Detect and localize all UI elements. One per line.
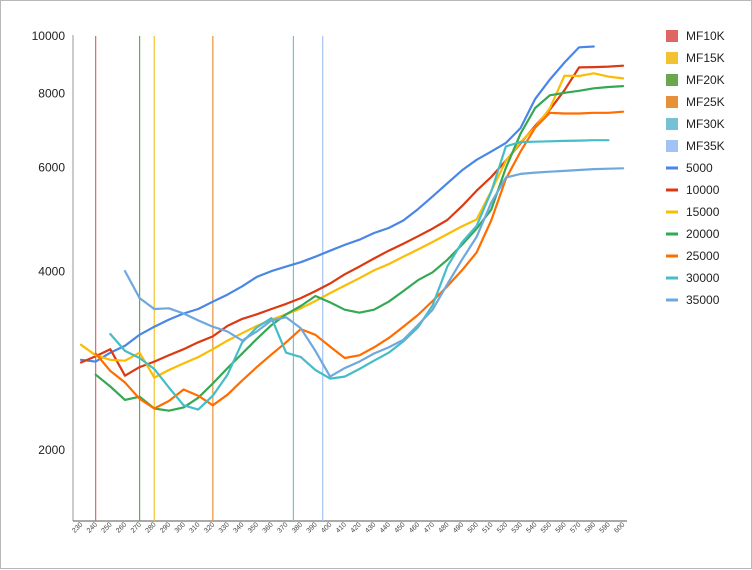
x-tick-label: 290 xyxy=(159,521,172,534)
x-tick-label: 530 xyxy=(511,521,524,534)
legend-swatch-mf10k xyxy=(666,30,678,42)
legend-label: 30000 xyxy=(686,271,720,285)
legend-label: 35000 xyxy=(686,293,720,307)
series-line-10000 xyxy=(79,64,625,377)
y-tick-label: 4000 xyxy=(38,265,65,279)
x-tick-label: 430 xyxy=(364,521,377,534)
legend-swatch-mf35k xyxy=(666,140,678,152)
legend-label: MF20K xyxy=(686,73,725,87)
legend: MF10K MF15K MF20K MF25K MF30K MF35K 5000 10000 1… xyxy=(666,29,725,307)
y-tick-label: 10000 xyxy=(32,29,66,43)
x-tick-label: 550 xyxy=(540,521,553,534)
x-tick-label: 480 xyxy=(437,521,450,534)
x-tick-label: 540 xyxy=(525,521,538,534)
legend-label: 15000 xyxy=(686,205,720,219)
x-tick-label: 360 xyxy=(262,521,275,534)
x-tick-label: 390 xyxy=(306,521,319,534)
x-tick-label: 320 xyxy=(203,521,216,534)
y-tick-labels: 10000 8000 6000 4000 2000 xyxy=(32,29,66,457)
x-tick-label: 570 xyxy=(569,521,582,534)
x-tick-label: 410 xyxy=(335,521,348,534)
x-tick-label: 440 xyxy=(379,521,392,534)
x-tick-label: 560 xyxy=(555,521,568,534)
vertical-marker-layer xyxy=(95,36,324,521)
x-tick-label: 330 xyxy=(218,521,231,534)
series-line-20000 xyxy=(94,85,625,412)
x-tick-label: 300 xyxy=(174,521,187,534)
legend-label: 25000 xyxy=(686,249,720,263)
y-tick-label: 8000 xyxy=(38,86,65,100)
x-tick-label: 350 xyxy=(247,521,260,534)
x-tick-label: 580 xyxy=(584,521,597,534)
x-tick-label: 280 xyxy=(144,521,157,534)
x-tick-label: 230 xyxy=(71,521,84,534)
legend-label: MF25K xyxy=(686,95,725,109)
legend-label: 5000 xyxy=(686,161,713,175)
x-tick-label: 450 xyxy=(394,521,407,534)
x-tick-label: 310 xyxy=(188,521,201,534)
x-tick-label: 370 xyxy=(276,521,289,534)
x-tick-label: 600 xyxy=(613,521,626,534)
y-tick-label: 6000 xyxy=(38,160,65,174)
x-tick-label: 460 xyxy=(408,521,421,534)
x-tick-label: 340 xyxy=(232,521,245,534)
legend-swatch-mf15k xyxy=(666,52,678,64)
x-tick-label: 520 xyxy=(496,521,509,534)
series-line-35000 xyxy=(123,167,625,378)
plot-area xyxy=(72,35,627,522)
legend-label: MF30K xyxy=(686,117,725,131)
x-tick-label: 270 xyxy=(130,521,143,534)
x-tick-label: 590 xyxy=(599,521,612,534)
x-tick-label: 420 xyxy=(350,521,363,534)
x-tick-label: 500 xyxy=(467,521,480,534)
x-tick-label: 490 xyxy=(452,521,465,534)
x-tick-label: 260 xyxy=(115,521,128,534)
series-line-25000 xyxy=(94,110,625,410)
legend-label: MF35K xyxy=(686,139,725,153)
x-tick-label: 380 xyxy=(291,521,304,534)
x-tick-label: 400 xyxy=(320,521,333,534)
legend-swatch-mf25k xyxy=(666,96,678,108)
series-line-30000 xyxy=(109,139,610,411)
x-tick-label: 240 xyxy=(86,521,99,534)
series-layer xyxy=(79,45,625,412)
legend-swatch-mf20k xyxy=(666,74,678,86)
x-tick-labels: 230 240 250 260 270 280 290 300 310 320 330 340 350 3… xyxy=(71,521,626,534)
legend-label: 20000 xyxy=(686,227,720,241)
series-line-15000 xyxy=(79,72,625,379)
x-tick-label: 470 xyxy=(423,521,436,534)
x-tick-label: 510 xyxy=(481,521,494,534)
legend-swatch-mf30k xyxy=(666,118,678,130)
x-tick-label: 250 xyxy=(101,521,114,534)
series-line-5000 xyxy=(79,45,595,363)
legend-label: MF10K xyxy=(686,29,725,43)
legend-label: 10000 xyxy=(686,183,720,197)
y-tick-label: 2000 xyxy=(38,443,65,457)
legend-label: MF15K xyxy=(686,51,725,65)
